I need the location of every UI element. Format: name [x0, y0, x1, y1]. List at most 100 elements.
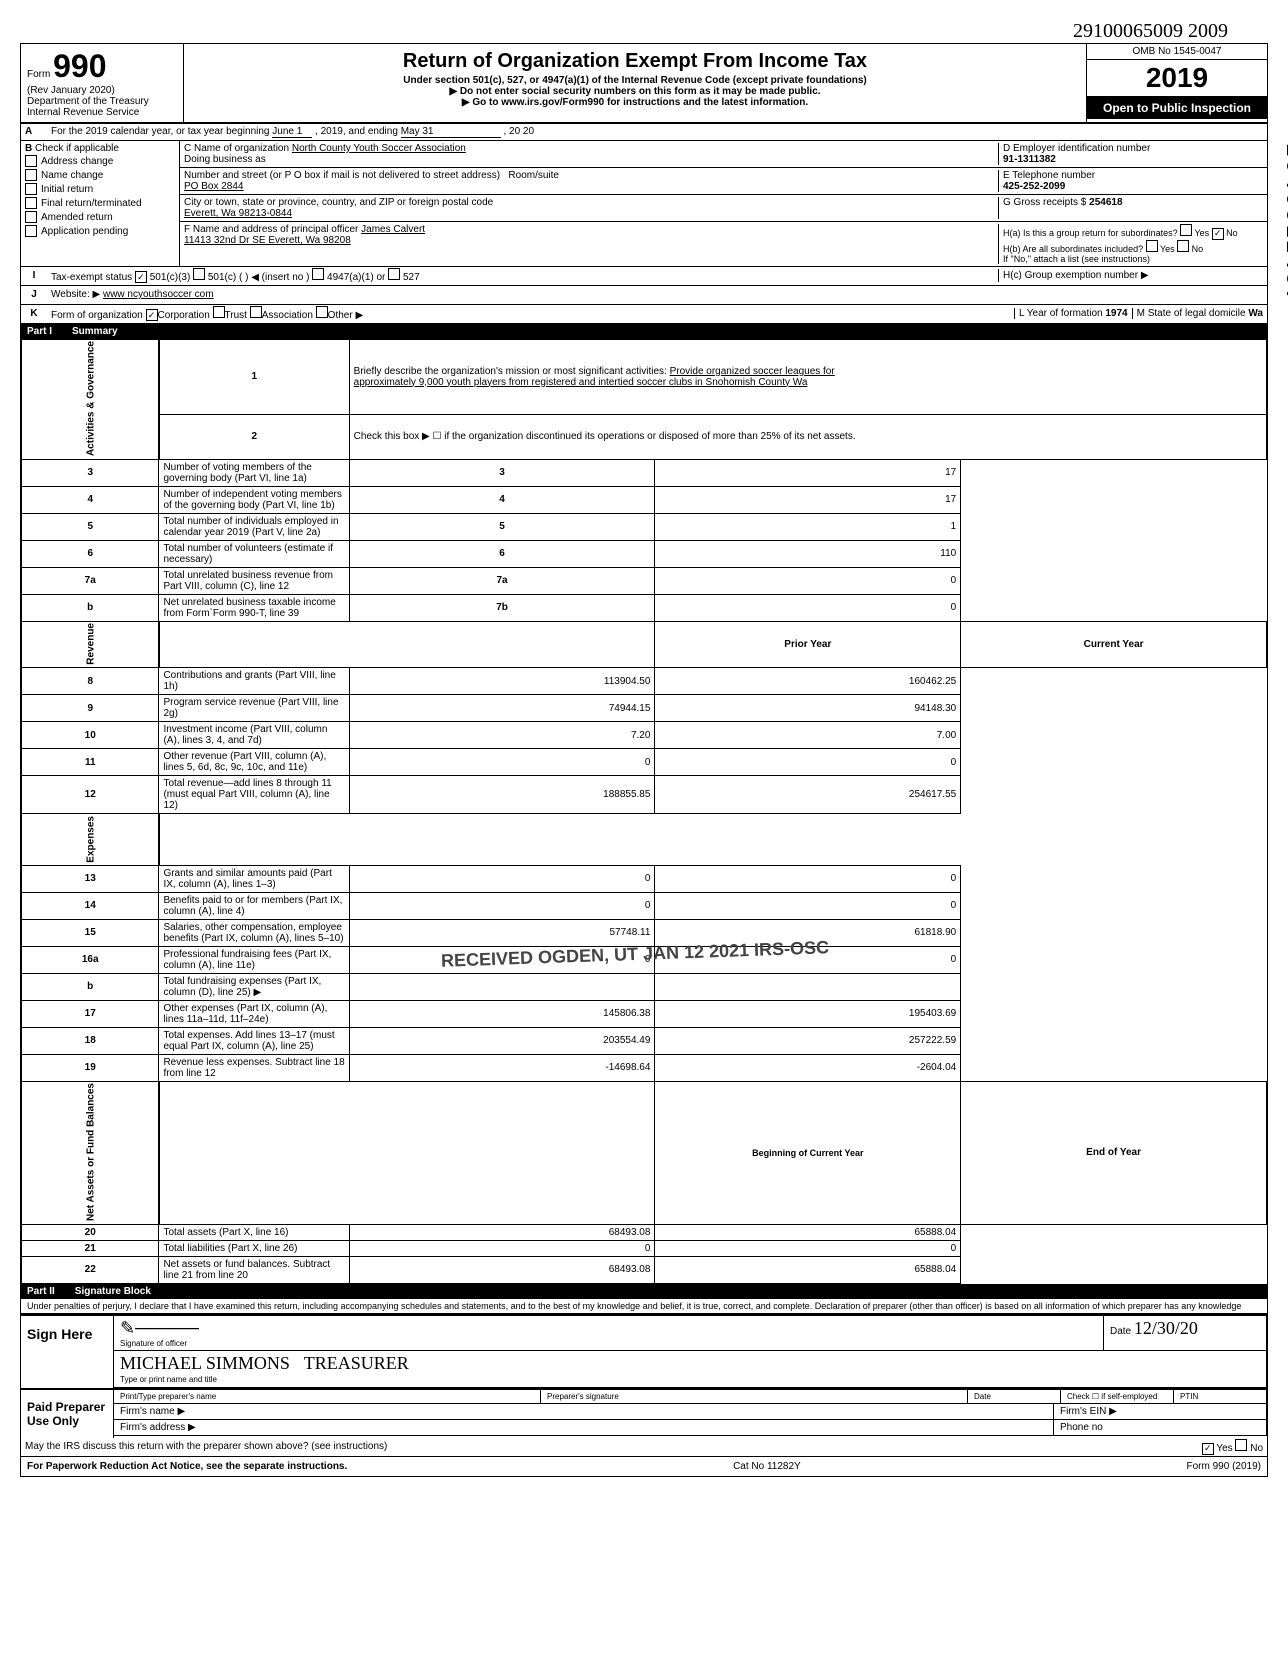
- part-2-title: Signature Block: [75, 1286, 151, 1297]
- preparer-sig-label: Preparer's signature: [541, 1390, 968, 1403]
- table-row: 5Total number of individuals employed in…: [22, 513, 1267, 540]
- table-row: 17Other expenses (Part IX, column (A), l…: [22, 1000, 1267, 1027]
- begin-year-header: Beginning of Current Year: [655, 1081, 961, 1224]
- 501c-checkbox[interactable]: [193, 268, 205, 280]
- city-label: City or town, state or province, country…: [184, 197, 493, 208]
- line-b-checkbox[interactable]: [25, 169, 37, 181]
- line-b-item-label: Final return/terminated: [41, 198, 142, 209]
- line-a: A For the 2019 calendar year, or tax yea…: [21, 124, 1267, 141]
- netassets-side-label: Net Assets or Fund Balances: [22, 1081, 159, 1224]
- sign-here-block: Sign Here ✎───── Signature of officer Da…: [21, 1314, 1267, 1388]
- form-irs: Internal Revenue Service: [27, 107, 177, 118]
- table-row: 16aProfessional fundraising fees (Part I…: [22, 946, 1267, 973]
- ha-no-checkbox[interactable]: ✓: [1212, 228, 1224, 240]
- discuss-text: May the IRS discuss this return with the…: [21, 1440, 1198, 1453]
- type-name-label: Type or print name and title: [120, 1375, 217, 1384]
- form-title: Return of Organization Exempt From Incom…: [190, 50, 1080, 73]
- table-row: 6Total number of volunteers (estimate if…: [22, 540, 1267, 567]
- table-row: 22Net assets or fund balances. Subtract …: [22, 1256, 1267, 1283]
- line-b-checkbox[interactable]: [25, 225, 37, 237]
- firm-phone-label: Phone no: [1054, 1420, 1267, 1435]
- city-value: Everett, Wa 98213-0844: [184, 208, 292, 219]
- hb-no-checkbox[interactable]: [1177, 240, 1189, 252]
- lyear-value: 1974: [1105, 308, 1127, 319]
- omb-number: OMB No 1545-0047: [1087, 44, 1267, 60]
- line-i-label: Tax-exempt status: [51, 272, 132, 283]
- paid-preparer-block: Paid Preparer Use Only Print/Type prepar…: [21, 1388, 1267, 1438]
- tax-year: 2019: [1087, 60, 1267, 97]
- open-public: Open to Public Inspection: [1087, 97, 1267, 119]
- top-handwritten: 29100065009 2009: [20, 20, 1268, 43]
- ptin-label: PTIN: [1174, 1390, 1267, 1403]
- street-label: Number and street (or P O box if mail is…: [184, 170, 500, 181]
- lyear-label: L Year of formation: [1019, 308, 1103, 319]
- revenue-side-label: Revenue: [22, 621, 159, 668]
- ha-label: H(a) Is this a group return for subordin…: [1003, 228, 1178, 238]
- current-year-header: Current Year: [961, 621, 1267, 668]
- discuss-no-checkbox[interactable]: [1235, 1439, 1247, 1451]
- phone-value: 425-252-2099: [1003, 181, 1065, 192]
- ein-label: D Employer identification number: [1003, 143, 1150, 154]
- mission-label: Briefly describe the organization's miss…: [354, 366, 667, 377]
- line-b-checkbox[interactable]: [25, 155, 37, 167]
- line-b-item: Application pending: [25, 224, 175, 238]
- footer-left: For Paperwork Reduction Act Notice, see …: [27, 1461, 347, 1472]
- table-row: 8Contributions and grants (Part VIII, li…: [22, 668, 1267, 695]
- firm-addr-label: Firm's address ▶: [114, 1420, 1054, 1435]
- gross-label: G Gross receipts $: [1003, 197, 1086, 208]
- table-row: 19Revenue less expenses. Subtract line 1…: [22, 1054, 1267, 1081]
- 501c3-checkbox[interactable]: ✓: [135, 271, 147, 283]
- form-number: 990: [53, 48, 106, 84]
- line-b-checkbox[interactable]: [25, 197, 37, 209]
- mission-line1: Provide organized soccer leagues for: [670, 366, 835, 377]
- officer-print-name: MICHAEL SIMMONS: [120, 1353, 290, 1373]
- hb-yes-checkbox[interactable]: [1146, 240, 1158, 252]
- perjury-text: Under penalties of perjury, I declare th…: [21, 1299, 1267, 1314]
- table-row: 3Number of voting members of the governi…: [22, 459, 1267, 486]
- section-bc: B Check if applicable Address changeName…: [21, 141, 1267, 267]
- header: Form 990 (Rev January 2020) Department o…: [21, 44, 1267, 124]
- footer-mid: Cat No 11282Y: [733, 1461, 801, 1472]
- line-k: K Form of organization ✓Corporation Trus…: [21, 305, 1267, 324]
- line-b-item: Initial return: [25, 182, 175, 196]
- line-b-item-label: Address change: [41, 156, 113, 167]
- part-1-title: Summary: [72, 326, 118, 337]
- form-rev: (Rev January 2020): [27, 85, 177, 96]
- table-row: bNet unrelated business taxable income f…: [22, 594, 1267, 621]
- assoc-checkbox[interactable]: [250, 306, 262, 318]
- officer-addr: 11413 32nd Dr SE Everett, Wa 98208: [184, 235, 351, 246]
- ha-yes-checkbox[interactable]: [1180, 224, 1192, 236]
- line-b-checkbox[interactable]: [25, 183, 37, 195]
- form-note2: ▶ Go to www.irs.gov/Form990 for instruct…: [190, 97, 1080, 108]
- line-b-item-label: Initial return: [41, 184, 93, 195]
- table-row: 21Total liabilities (Part X, line 26)00: [22, 1240, 1267, 1256]
- tax-year-begin: June 1: [272, 126, 312, 138]
- firm-name-label: Firm's name ▶: [114, 1404, 1054, 1419]
- opt-4947: 4947(a)(1) or: [327, 272, 385, 283]
- opt-501c3: 501(c)(3): [150, 272, 191, 283]
- opt-trust: Trust: [225, 310, 247, 321]
- line-b-item: Final return/terminated: [25, 196, 175, 210]
- tax-year-endyear: , 20 20: [503, 126, 534, 137]
- gross-value: 254618: [1089, 197, 1122, 208]
- form-note1: ▶ Do not enter social security numbers o…: [190, 86, 1080, 97]
- table-row: 11Other revenue (Part VIII, column (A), …: [22, 749, 1267, 776]
- website-label: Website: ▶: [51, 289, 100, 300]
- line-b-checkbox[interactable]: [25, 211, 37, 223]
- other-checkbox[interactable]: [316, 306, 328, 318]
- trust-checkbox[interactable]: [213, 306, 225, 318]
- part-1-header: Part I Summary: [21, 324, 1267, 339]
- footer: For Paperwork Reduction Act Notice, see …: [21, 1457, 1267, 1476]
- 4947-checkbox[interactable]: [312, 268, 324, 280]
- 527-checkbox[interactable]: [388, 268, 400, 280]
- opt-assoc: Association: [262, 310, 313, 321]
- table-row: 10Investment income (Part VIII, column (…: [22, 722, 1267, 749]
- opt-501c: 501(c) (: [208, 272, 242, 283]
- mission-line2: approximately 9,000 youth players from r…: [354, 377, 808, 388]
- discuss-yes-checkbox[interactable]: ✓: [1202, 1443, 1214, 1455]
- table-row: 4Number of independent voting members of…: [22, 486, 1267, 513]
- table-row: 7aTotal unrelated business revenue from …: [22, 567, 1267, 594]
- line-b-item: Address change: [25, 154, 175, 168]
- table-row: bTotal fundraising expenses (Part IX, co…: [22, 973, 1267, 1000]
- corp-checkbox[interactable]: ✓: [146, 309, 158, 321]
